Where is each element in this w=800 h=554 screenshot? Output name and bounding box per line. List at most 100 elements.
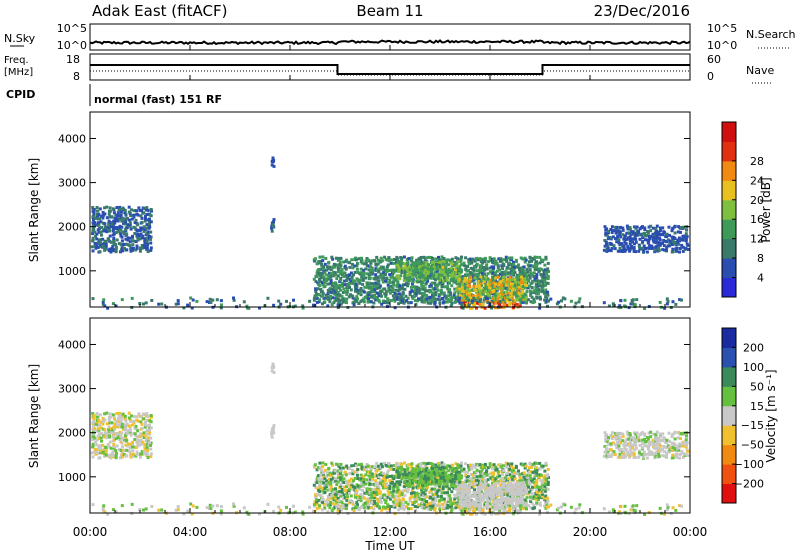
echo-cell [425,273,429,277]
echo-cell [481,467,485,471]
echo-cell [345,279,348,283]
echo-cell [637,435,641,439]
echo-cell [406,273,410,277]
echo-cell [434,463,438,467]
echo-cell [109,240,113,244]
echo-cell [336,266,340,270]
echo-cell [338,468,342,472]
echo-cell [539,485,543,489]
echo-cell [450,504,454,508]
echo-cell [332,496,336,500]
echo-cell [392,277,396,281]
echo-cell [521,285,525,289]
echo-cell [454,503,458,507]
echo-cell [108,209,112,213]
echo-cell [106,306,110,310]
echo-cell [486,466,490,470]
echo-cell [393,306,397,310]
echo-cell [658,449,662,453]
echo-cell [92,430,96,434]
echo-cell [420,506,424,510]
echo-cell [448,281,451,285]
echo-cell [609,242,613,246]
echo-cell [663,231,666,235]
echo-cell [367,297,371,301]
echo-cell [533,506,537,510]
echo-cell [427,469,431,473]
echo-cell [410,276,414,280]
echo-cell [434,290,438,294]
echo-cell [332,292,336,296]
echo-cell [111,428,115,432]
echo-cell [508,261,512,265]
echo-cell [458,283,462,287]
echo-cell [129,433,133,437]
echo-cell [103,206,107,210]
echo-cell [467,479,471,483]
echo-cell [481,477,485,481]
colorbar-swatch [722,122,736,142]
echo-cell [632,232,636,236]
echo-cell [136,429,140,433]
echo-cell [323,468,327,472]
echo-cell [657,246,661,250]
echo-cell [471,267,474,271]
echo-cell [379,294,383,298]
echo-cell [368,487,372,491]
echo-cell [610,231,614,234]
echo-cell [146,250,150,253]
echo-cell [141,440,145,444]
echo-cell [510,464,514,467]
echo-cell [145,452,149,456]
echo-cell [507,291,510,295]
echo-cell [425,299,429,303]
echo-cell [272,218,276,222]
echo-cell [684,232,688,236]
echo-cell [569,299,573,303]
echo-cell [100,431,103,435]
echo-cell [478,302,482,306]
echo-cell [421,294,425,298]
echo-cell [644,238,647,242]
echo-cell [671,444,675,448]
echo-cell [382,505,385,509]
echo-cell [658,439,662,443]
echo-cell [419,258,423,262]
echo-cell [661,454,665,458]
echo-cell [359,478,363,482]
echo-cell [410,488,414,492]
echo-cell [148,213,152,217]
echo-cell [367,300,371,304]
echo-cell [503,299,507,303]
echo-cell [122,427,125,431]
echo-cell [348,471,352,475]
echo-cell [329,484,333,488]
echo-cell [467,280,471,284]
echo-cell [348,265,352,269]
echo-cell [438,301,442,305]
echo-cell [416,474,420,478]
echo-cell [493,278,496,282]
echo-cell [610,225,614,229]
echo-cell [120,298,124,302]
echo-cell [538,255,542,259]
echo-cell [605,242,608,246]
echo-cell [394,276,398,280]
echo-cell [330,496,334,500]
echo-cell [626,227,630,231]
echo-cell [505,280,509,284]
echo-cell [126,223,130,227]
echo-cell [655,450,659,454]
echo-cell [641,240,645,244]
echo-cell [448,258,452,262]
echo-cell [659,241,662,245]
echo-cell [391,294,395,298]
echo-cell [520,275,523,279]
echo-cell [538,261,542,265]
echo-cell [138,246,142,250]
echo-cell [427,263,431,267]
echo-cell [658,444,662,448]
echo-cell [537,289,541,293]
echo-cell [459,464,463,468]
echo-cell [118,224,122,228]
